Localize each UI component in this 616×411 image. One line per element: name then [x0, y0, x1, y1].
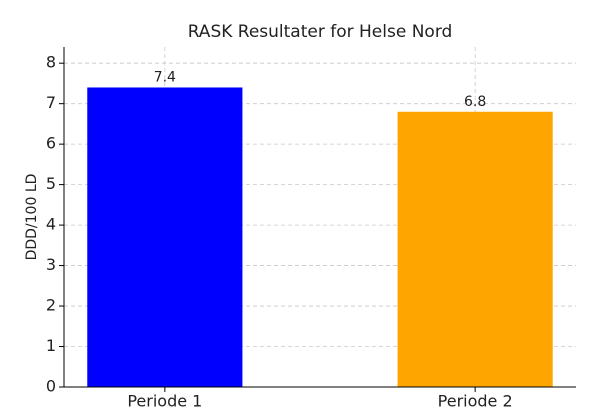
bar — [397, 111, 553, 387]
value-label: 7.4 — [154, 69, 176, 85]
y-tick-label: 5 — [46, 174, 56, 193]
y-tick-label: 4 — [46, 215, 56, 234]
x-tick-label: Periode 2 — [438, 392, 513, 411]
y-tick-label: 8 — [46, 53, 56, 72]
x-tick-label: Periode 1 — [127, 392, 202, 411]
chart-title: RASK Resultater for Helse Nord — [188, 22, 453, 42]
y-tick-label: 3 — [46, 255, 56, 274]
y-tick-label: 2 — [46, 296, 56, 315]
y-tick-label: 7 — [46, 93, 56, 112]
y-tick-label: 6 — [46, 134, 56, 153]
y-axis-label: DDD/100 LD — [24, 174, 40, 261]
value-label: 6.8 — [464, 94, 486, 110]
y-tick-label: 0 — [46, 377, 56, 396]
y-tick-label: 1 — [46, 336, 56, 355]
bar — [87, 87, 243, 387]
